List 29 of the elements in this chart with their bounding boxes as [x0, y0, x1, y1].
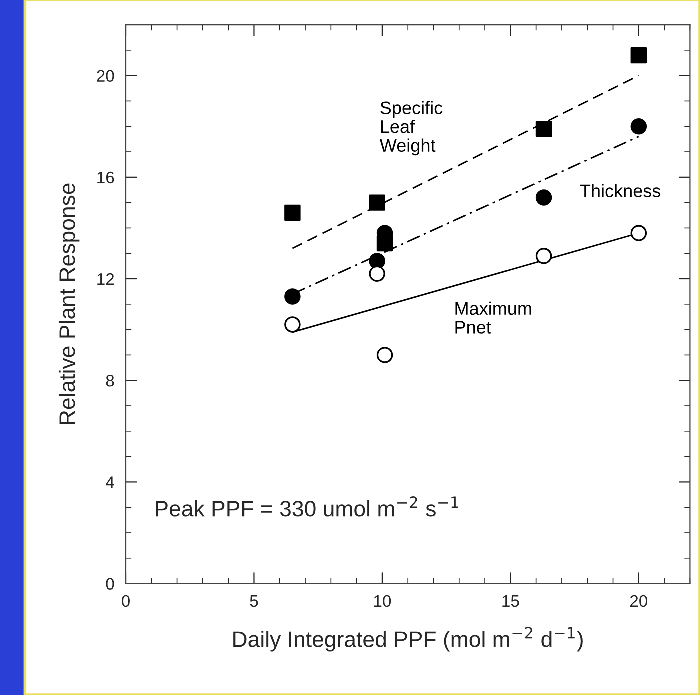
point — [630, 225, 648, 242]
x-tick-label: 15 — [502, 596, 520, 608]
y-axis-title: Relative Plant Response — [58, 184, 80, 424]
point — [376, 347, 394, 364]
x-tick-label: 10 — [374, 595, 392, 608]
y-tick-label: 0 — [106, 578, 114, 590]
point — [284, 316, 301, 333]
x-axis-title: Daily Integrated PPF (mol m$^{−2}$ d$^{−1}$) — [234, 627, 583, 652]
y-tick-label: 8 — [106, 375, 114, 387]
y-tick-label: 20 — [97, 70, 114, 82]
point — [536, 190, 552, 206]
x-tick-label: 0 — [122, 595, 130, 608]
y-tick-label: 4 — [106, 476, 114, 488]
point — [630, 118, 648, 135]
annotation: Peak PPF = 330 umol m$^{−2}$ s$^{−1}$ — [156, 496, 458, 517]
y-tick-label: 16 — [98, 172, 114, 184]
point — [369, 266, 386, 282]
point — [630, 47, 648, 64]
point — [284, 204, 301, 222]
x-tick-label: 5 — [250, 596, 258, 608]
y-tick-label: 12 — [98, 273, 114, 286]
series-label: Thickness — [580, 184, 661, 198]
point — [369, 194, 386, 211]
text: Maximum Pnet — [456, 302, 532, 334]
point — [536, 248, 552, 264]
x-tick-label: 20 — [630, 595, 648, 608]
point — [536, 121, 552, 138]
point — [284, 288, 301, 305]
text: Specific Leaf Weight — [380, 101, 443, 156]
